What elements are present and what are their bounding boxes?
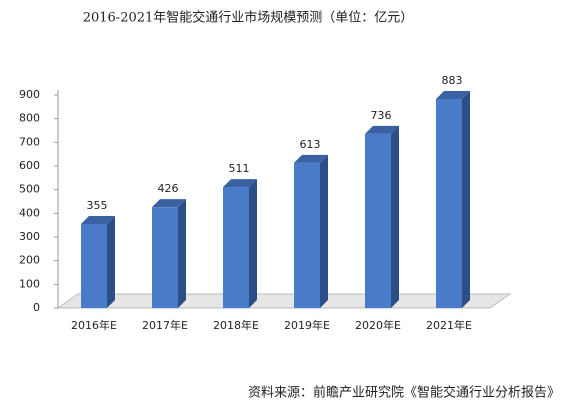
bar-face: [436, 91, 470, 100]
y-tick-label: 900: [19, 88, 40, 101]
y-tick-label: 0: [33, 301, 40, 314]
y-tick-label: 300: [19, 230, 40, 243]
y-tick-label: 800: [19, 112, 40, 125]
x-tick-label: 2016年E: [71, 318, 117, 332]
bar-face: [223, 187, 249, 308]
chart-title: 2016-2021年智能交通行业市场规模预测（单位：亿元）: [83, 10, 414, 26]
bar-face: [152, 199, 186, 208]
value-label: 511: [229, 162, 250, 175]
bar-face: [81, 215, 115, 224]
value-label: 613: [300, 138, 321, 151]
x-tick-label: 2019年E: [284, 318, 330, 332]
bar-face: [81, 223, 107, 308]
bar: [152, 199, 186, 308]
bar-face: [365, 125, 399, 134]
bar-face: [294, 162, 320, 308]
bar: [294, 154, 328, 308]
value-label: 883: [442, 74, 463, 87]
bar-face: [223, 179, 257, 188]
value-label: 736: [371, 109, 392, 122]
x-tick-label: 2021年E: [426, 318, 472, 332]
y-tick-label: 200: [19, 254, 40, 267]
bar: [436, 91, 470, 308]
bar-face: [365, 133, 391, 308]
y-tick-label: 400: [19, 206, 40, 219]
value-label: 355: [87, 199, 108, 212]
bar-face: [178, 199, 186, 308]
bar: [81, 215, 115, 308]
bar-face: [462, 91, 470, 308]
x-tick-label: 2018年E: [213, 318, 259, 332]
value-label: 426: [158, 182, 179, 195]
bar-face: [152, 207, 178, 308]
y-tick-label: 100: [19, 277, 40, 290]
bar-face: [294, 154, 328, 163]
y-tick-label: 700: [19, 135, 40, 148]
y-tick-label: 600: [19, 159, 40, 172]
bar-face: [391, 125, 399, 309]
source-note: 资料来源：前瞻产业研究院《智能交通行业分析报告》: [248, 385, 560, 401]
bar-face: [436, 99, 462, 308]
bar-face: [320, 154, 328, 308]
x-tick-label: 2020年E: [355, 318, 401, 332]
bar-face: [107, 215, 115, 308]
bar: [223, 179, 257, 308]
y-tick-label: 500: [19, 183, 40, 196]
bar-face: [249, 179, 257, 308]
bar: [365, 125, 399, 309]
x-tick-label: 2017年E: [142, 318, 188, 332]
